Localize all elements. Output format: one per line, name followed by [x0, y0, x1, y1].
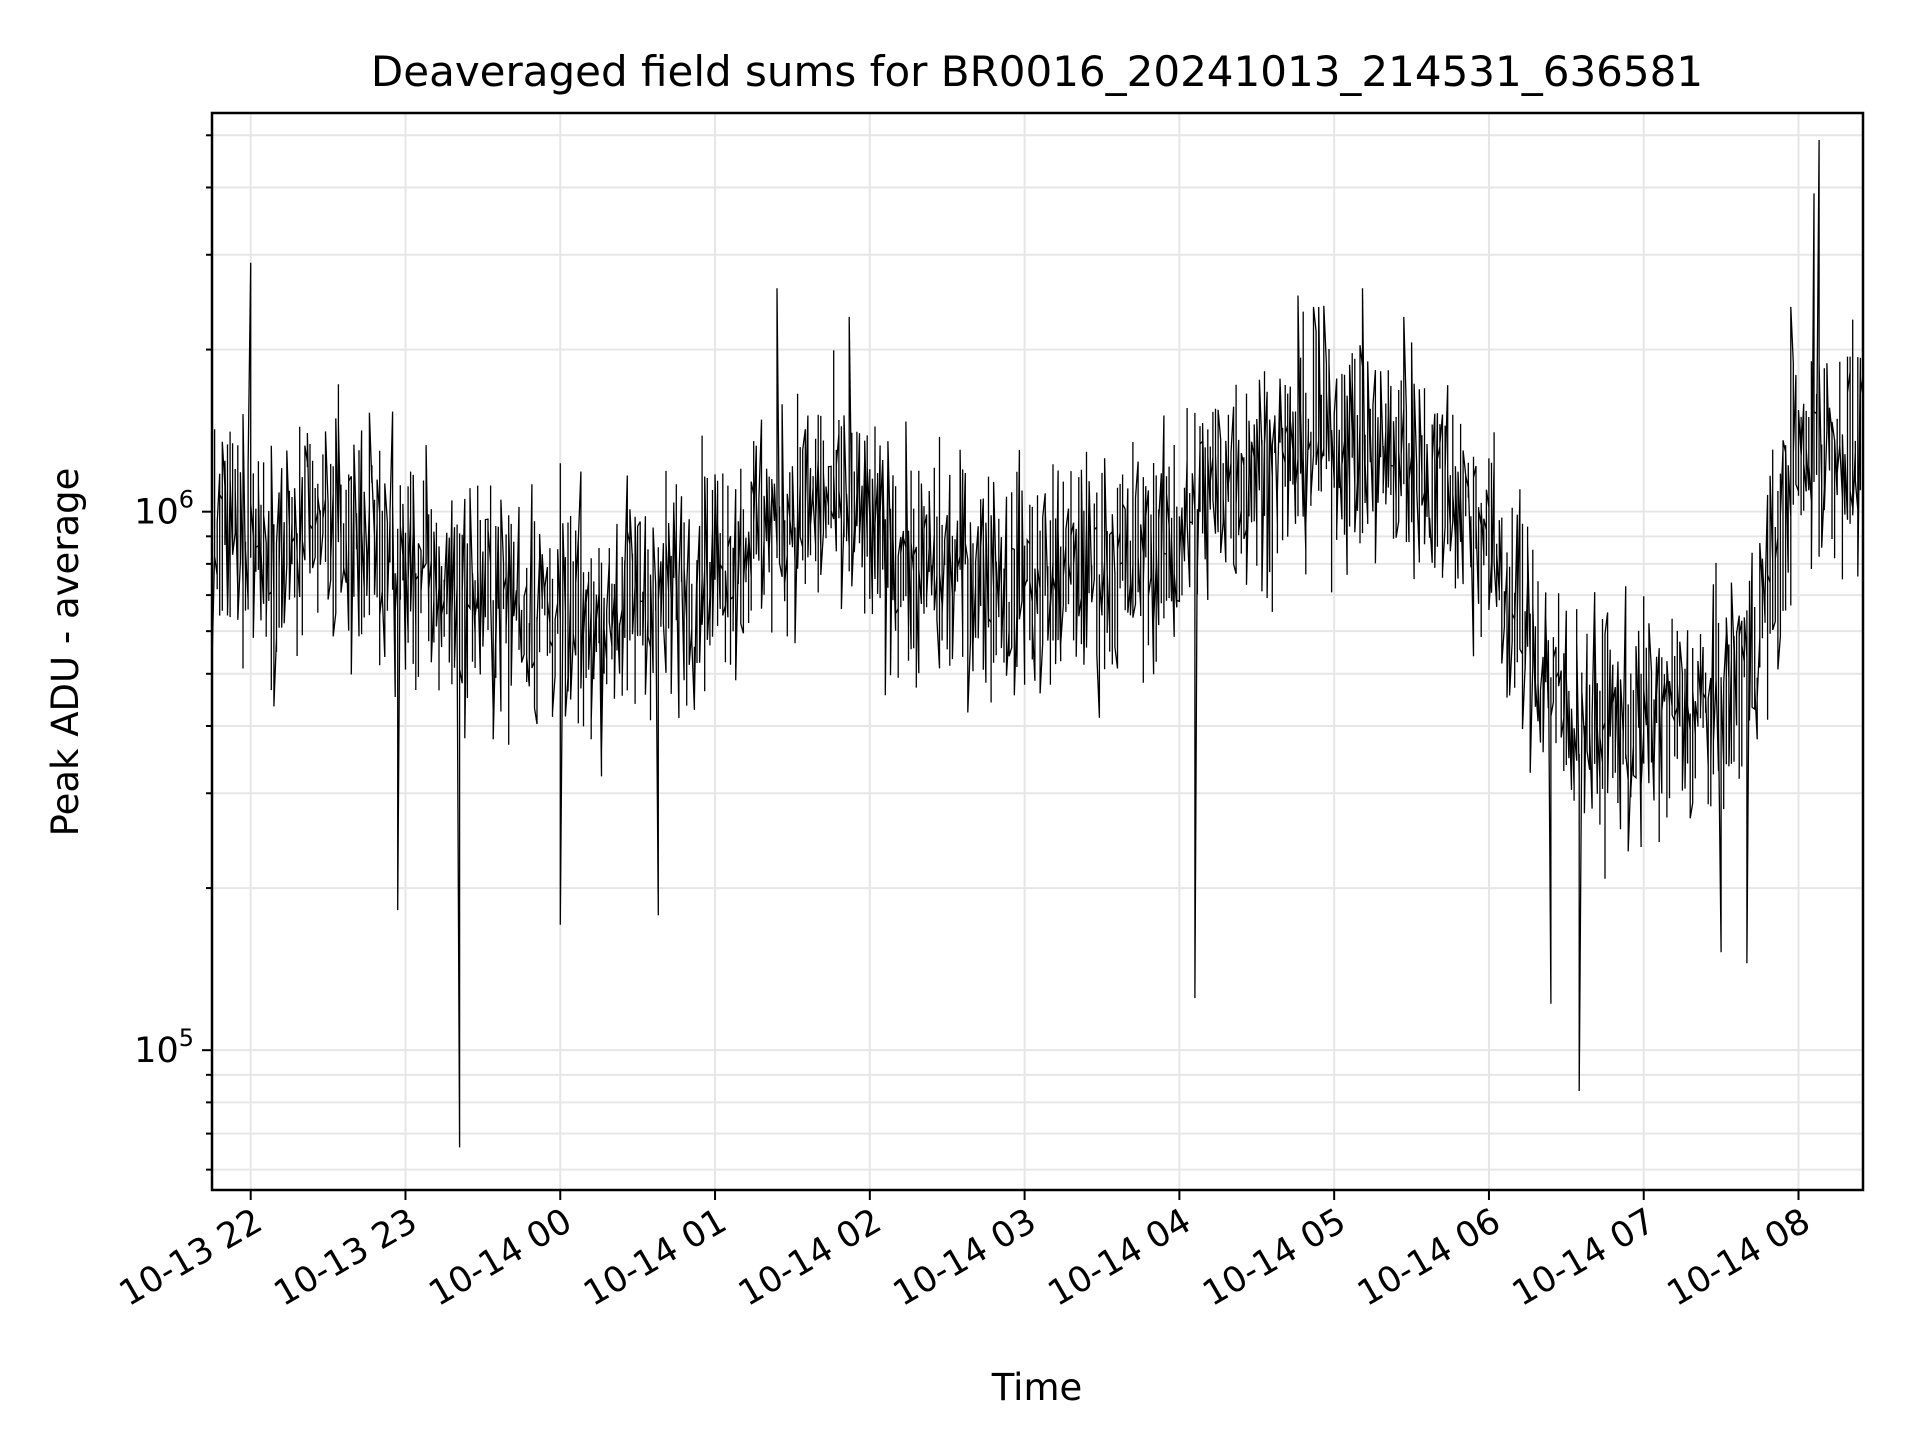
y-axis-label: Peak ADU - average [44, 468, 87, 837]
plot-frame [210, 111, 1865, 1192]
series-line [211, 139, 1864, 1148]
y-axis: 105 106 [134, 134, 212, 1171]
series-layer [211, 139, 1864, 1148]
y-tick-label: 105 [134, 1024, 194, 1071]
x-axis-label: Time [991, 1366, 1083, 1409]
y-tick-label: 106 [134, 486, 194, 533]
chart-title: Deaveraged field sums for BR0016_2024101… [371, 47, 1703, 96]
